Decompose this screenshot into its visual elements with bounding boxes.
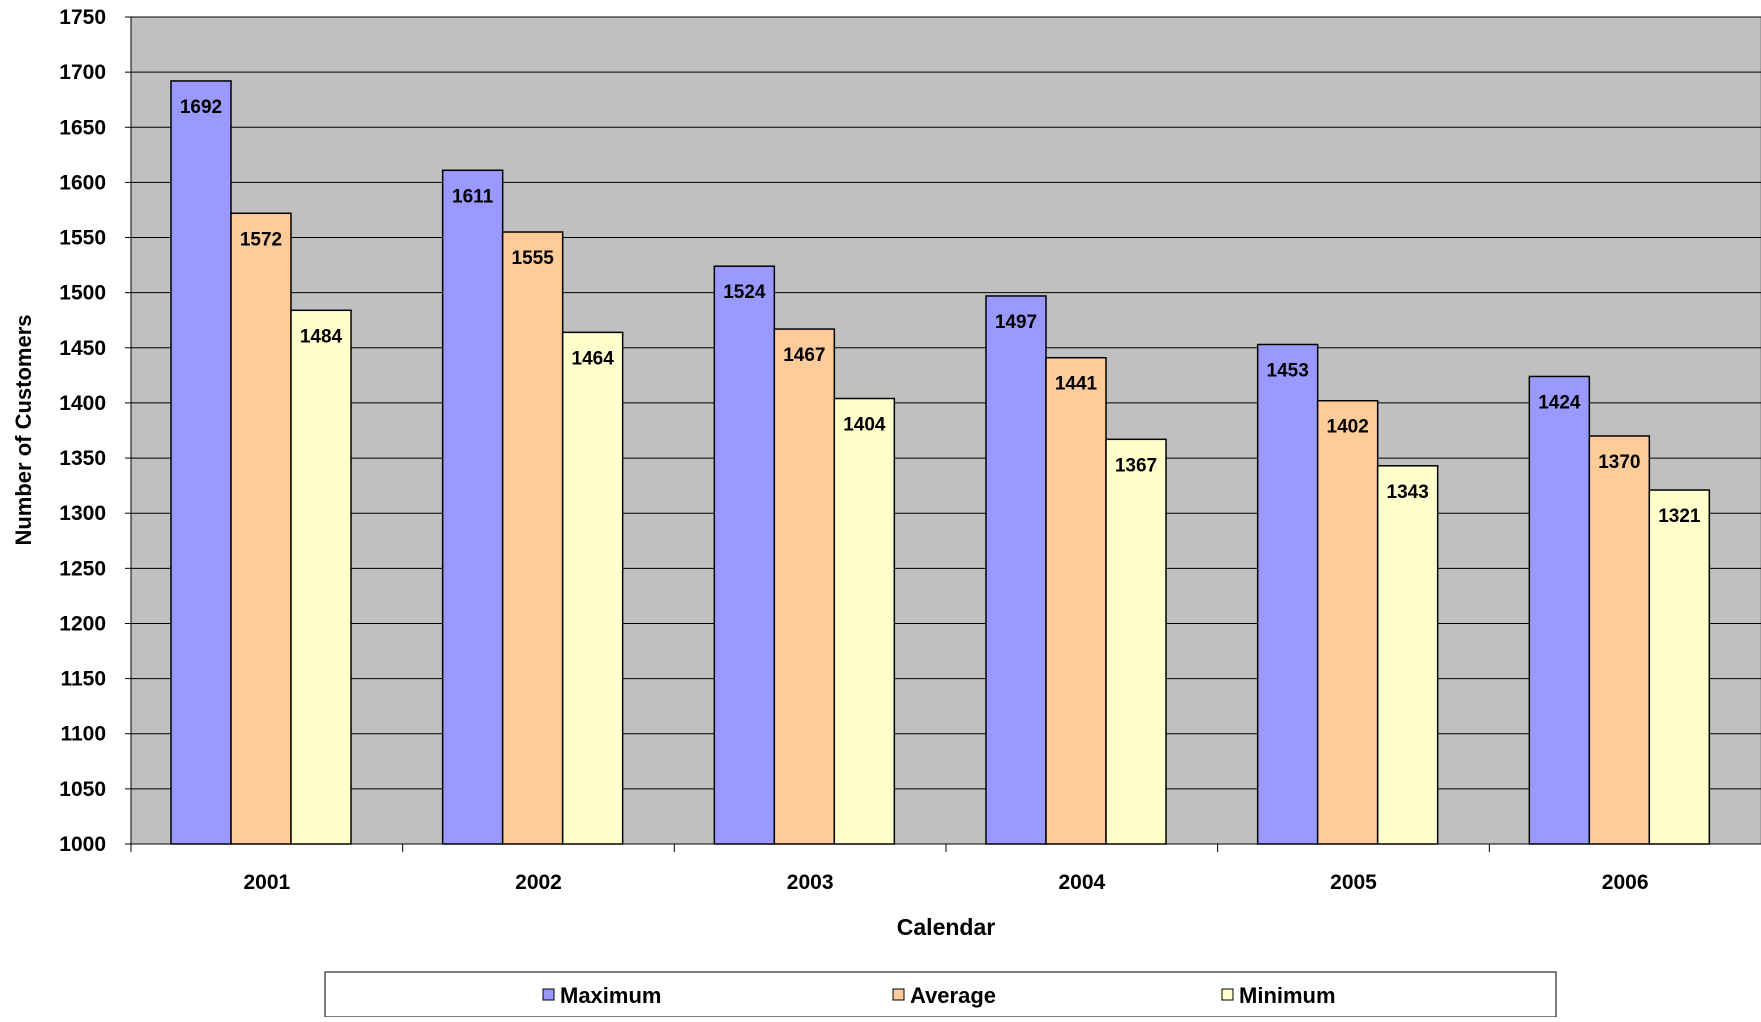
bar-minimum-2006 bbox=[1648, 489, 1711, 845]
data-label: 1367 bbox=[1115, 455, 1157, 476]
bar-maximum-2002 bbox=[441, 169, 504, 845]
bar-average-2004 bbox=[1045, 356, 1107, 845]
bar-minimum-2004 bbox=[1105, 438, 1167, 845]
bar-maximum-2004 bbox=[985, 295, 1047, 845]
bar-minimum-2001 bbox=[290, 309, 352, 845]
legend-label-minimum: Minimum bbox=[1239, 983, 1336, 1008]
data-label: 1370 bbox=[1598, 452, 1640, 473]
legend-label-average: Average bbox=[910, 983, 996, 1008]
data-label: 1484 bbox=[300, 326, 343, 347]
data-label: 1467 bbox=[783, 345, 825, 366]
data-label: 1453 bbox=[1267, 360, 1309, 381]
bar-maximum-2001 bbox=[170, 80, 232, 845]
y-tick-label: 1200 bbox=[59, 612, 106, 635]
bar-maximum-2003 bbox=[713, 265, 776, 845]
y-tick-label: 1000 bbox=[59, 833, 106, 856]
bar-average-2003 bbox=[773, 328, 836, 845]
data-label: 1572 bbox=[240, 229, 282, 250]
x-tick-label: 2003 bbox=[787, 871, 834, 894]
plot-area bbox=[130, 16, 1761, 845]
legend-box bbox=[324, 971, 1557, 1018]
x-axis-title: Calendar bbox=[897, 914, 995, 940]
x-axis-ticks: 2001 2002 2003 2004 2005 2006 bbox=[130, 844, 1649, 894]
data-label: 1343 bbox=[1387, 482, 1429, 503]
data-label: 1424 bbox=[1538, 392, 1581, 413]
data-labels: 1692 1572 1484 1611 1555 1464 1524 1467 1404 1497… bbox=[180, 97, 1701, 527]
legend-swatch-minimum bbox=[1221, 988, 1234, 1001]
bar-minimum-2002 bbox=[561, 331, 624, 845]
data-label: 1692 bbox=[180, 97, 222, 118]
x-tick-label: 2006 bbox=[1602, 871, 1649, 894]
data-label: 1497 bbox=[995, 312, 1037, 333]
bar-minimum-2003 bbox=[833, 397, 896, 845]
bars bbox=[170, 80, 1711, 845]
y-axis-ticks: 1000 1050 1100 1150 1200 1250 1300 1350 1400 1450… bbox=[59, 6, 131, 856]
x-tick-label: 2004 bbox=[1058, 871, 1105, 894]
legend-items: Maximum Average Minimum bbox=[542, 983, 1336, 1008]
data-label: 1524 bbox=[723, 282, 766, 303]
y-tick-label: 1250 bbox=[59, 557, 106, 580]
y-axis-title: Number of Customers bbox=[11, 314, 36, 545]
bar-average-2005 bbox=[1316, 399, 1379, 845]
x-tick-label: 2001 bbox=[243, 871, 290, 894]
y-tick-label: 1600 bbox=[59, 171, 106, 194]
data-label: 1404 bbox=[843, 415, 886, 436]
legend-label-maximum: Maximum bbox=[560, 983, 661, 1008]
legend: Maximum Average Minimum bbox=[324, 971, 1557, 1018]
data-label: 1441 bbox=[1055, 374, 1098, 395]
legend-swatch-average bbox=[892, 988, 905, 1001]
bar-average-2006 bbox=[1588, 435, 1651, 845]
y-tick-label: 1650 bbox=[59, 116, 106, 139]
y-tick-label: 1400 bbox=[59, 392, 106, 415]
y-tick-label: 1700 bbox=[59, 61, 106, 84]
y-tick-label: 1500 bbox=[59, 282, 106, 305]
bar-maximum-2006 bbox=[1528, 375, 1591, 845]
y-tick-label: 1450 bbox=[59, 337, 106, 360]
y-tick-label: 1550 bbox=[59, 227, 106, 250]
y-tick-label: 1050 bbox=[59, 778, 106, 801]
y-tick-label: 1100 bbox=[60, 723, 106, 746]
data-label: 1402 bbox=[1327, 417, 1369, 438]
x-tick-label: 2002 bbox=[515, 871, 562, 894]
data-label: 1555 bbox=[512, 248, 555, 269]
y-tick-label: 1350 bbox=[59, 447, 106, 470]
bar-maximum-2005 bbox=[1256, 343, 1319, 845]
x-tick-label: 2005 bbox=[1330, 871, 1377, 894]
data-label: 1321 bbox=[1658, 506, 1701, 527]
bar-minimum-2005 bbox=[1376, 465, 1439, 845]
y-tick-label: 1150 bbox=[60, 668, 106, 691]
data-label: 1464 bbox=[572, 348, 615, 369]
legend-swatch-maximum bbox=[542, 988, 555, 1001]
y-tick-label: 1300 bbox=[59, 502, 106, 525]
bar-average-2002 bbox=[501, 231, 564, 845]
y-tick-label: 1750 bbox=[59, 6, 106, 29]
bar-average-2001 bbox=[230, 212, 292, 845]
data-label: 1611 bbox=[452, 186, 494, 207]
grid-lines bbox=[131, 16, 1761, 790]
